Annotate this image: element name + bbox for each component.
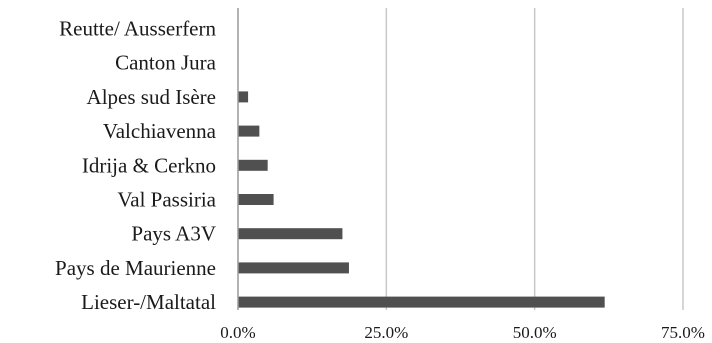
bar xyxy=(238,125,260,137)
category-label: Pays A3V xyxy=(131,222,216,246)
bar xyxy=(238,159,268,171)
category-label: Alpes sud Isère xyxy=(87,85,216,109)
bar xyxy=(238,262,349,274)
category-label: Valchiavenna xyxy=(103,119,217,143)
bar xyxy=(238,194,274,205)
category-label: Idrija & Cerkno xyxy=(82,153,216,177)
x-tick-label: 0.0% xyxy=(220,323,255,342)
bars xyxy=(238,91,605,308)
x-tick-label: 50.0% xyxy=(513,323,557,342)
category-label: Pays de Maurienne xyxy=(55,256,216,280)
category-label: Canton Jura xyxy=(115,51,217,75)
x-tick-labels: 0.0% 25.0% 50.0% 75.0% xyxy=(220,323,705,342)
x-tick-label: 25.0% xyxy=(364,323,408,342)
bar xyxy=(238,228,343,240)
category-labels: Reutte/ Ausserfern Canton Jura Alpes sud I… xyxy=(55,17,217,315)
x-tick-label: 75.0% xyxy=(661,323,705,342)
category-label: Reutte/ Ausserfern xyxy=(59,17,216,41)
category-label: Val Passiria xyxy=(117,188,216,212)
bar xyxy=(238,296,605,308)
category-label: Lieser-/Maltatal xyxy=(81,290,216,314)
gridlines xyxy=(385,8,684,310)
bar xyxy=(238,91,249,103)
